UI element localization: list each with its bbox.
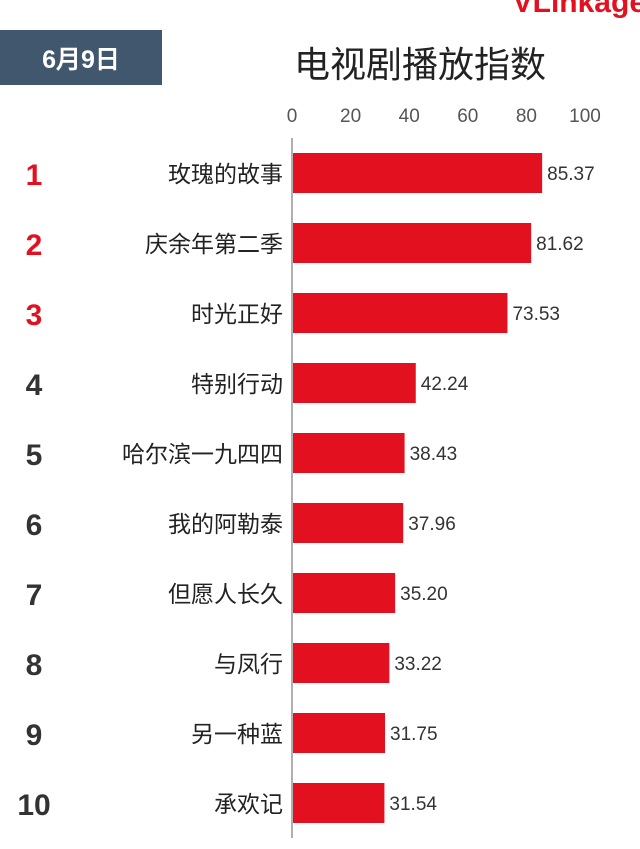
date-badge: 6月9日 [0,30,162,85]
rank-label: 4 [26,369,43,402]
x-tick-label: 100 [569,106,601,127]
bar [293,363,416,403]
value-label: 81.62 [536,234,584,255]
bar [293,223,532,263]
bar [293,713,386,753]
x-tick-label: 60 [457,106,478,127]
bar [293,643,390,683]
rank-label: 6 [26,509,43,542]
x-tick-label: 0 [287,106,298,127]
rank-label: 7 [26,579,43,612]
category-label: 承欢记 [214,792,283,818]
x-tick-label: 40 [399,106,420,127]
value-label: 73.53 [512,304,560,325]
category-label: 庆余年第二季 [145,232,283,258]
category-label: 哈尔滨一九四四 [122,442,283,468]
rank-label: 5 [26,439,43,472]
x-tick-label: 80 [516,106,537,127]
value-label: 37.96 [408,514,456,535]
rank-label: 9 [26,719,43,752]
chart-title: 电视剧播放指数 [293,45,546,86]
category-label: 玫瑰的故事 [168,162,283,188]
category-label: 另一种蓝 [191,722,283,748]
value-label: 42.24 [421,374,469,395]
value-label: 33.22 [394,654,442,675]
category-label: 与凤行 [214,652,283,678]
category-label: 我的阿勒泰 [168,512,283,538]
bar [293,153,543,193]
value-label: 31.75 [390,724,438,745]
value-label: 85.37 [547,164,595,185]
value-label: 35.20 [400,584,448,605]
category-label: 时光正好 [191,302,283,328]
x-tick-label: 20 [340,106,361,127]
rank-label: 2 [26,229,43,262]
category-label: 特别行动 [191,372,283,398]
value-label: 31.54 [389,794,437,815]
rank-label: 1 [26,159,43,192]
rank-label: 3 [26,299,43,332]
bar [293,573,396,613]
bar [293,783,385,823]
bar [293,433,405,473]
brand-logo: VLinkage [512,0,640,19]
date-label: 6月9日 [42,45,120,74]
value-label: 38.43 [410,444,458,465]
bar [293,293,508,333]
rank-label: 8 [26,649,43,682]
rank-label: 10 [17,789,50,822]
category-label: 但愿人长久 [168,582,283,608]
bar [293,503,404,543]
